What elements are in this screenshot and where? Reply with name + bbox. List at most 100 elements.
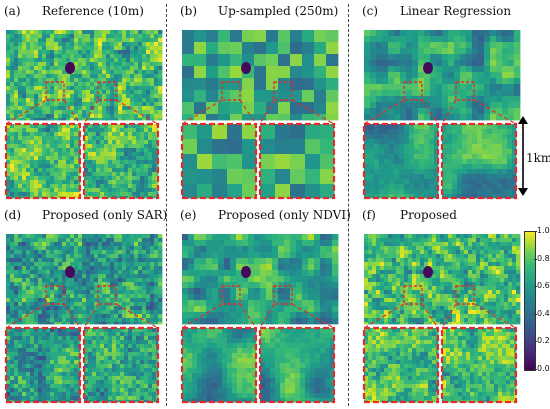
zoom-line [83, 303, 99, 329]
zoom-inset [84, 328, 159, 403]
overview-map [6, 30, 163, 121]
zoom-line [421, 303, 439, 329]
panel-image [180, 30, 339, 200]
zoom-source-box [455, 81, 475, 101]
panel-image [180, 234, 339, 404]
zoom-inset [84, 124, 159, 199]
colorbar-tick-label: 0.8 [537, 253, 550, 263]
panel-title-text: Proposed (only NDVI) [218, 208, 351, 222]
zoom-inset [182, 328, 257, 403]
colorbar-tick [534, 369, 537, 370]
zoom-line [115, 99, 159, 125]
zoom-line [83, 99, 99, 125]
panel-image [362, 30, 521, 200]
zoom-line [115, 303, 159, 329]
colorbar-tick [534, 286, 537, 288]
zoom-source-box [403, 81, 423, 101]
zoom-inset [364, 328, 439, 403]
panel-label: (b) [180, 4, 198, 18]
zoom-line [363, 99, 405, 125]
zoom-source-box [45, 285, 65, 305]
colorbar-tick [534, 341, 537, 343]
zoom-inset [182, 124, 257, 199]
panel-label: (a) [4, 4, 21, 18]
colorbar-tick-label: 0.4 [537, 308, 550, 318]
zoom-line [259, 303, 275, 329]
colorbar-tick [534, 231, 537, 232]
column-divider-1 [166, 4, 167, 406]
overview-map [364, 30, 521, 121]
zoom-inset-frame [180, 122, 258, 200]
lake-spot [423, 62, 433, 74]
zoom-inset-frame [440, 122, 518, 200]
zoom-inset-frame [82, 122, 160, 200]
panel-label: (c) [362, 4, 379, 18]
lake-spot [65, 62, 75, 74]
zoom-line [181, 99, 223, 125]
zoom-source-box [97, 81, 117, 101]
overview-map [182, 30, 339, 121]
panel-title-text: Proposed [400, 208, 457, 222]
colorbar-tick [534, 313, 537, 315]
scale-label: 1km [526, 151, 550, 165]
overview-map [6, 234, 163, 325]
panel-image [362, 234, 521, 404]
zoom-inset-frame [180, 326, 258, 404]
zoom-line [239, 303, 257, 329]
zoom-line [5, 99, 47, 125]
colorbar-tick-label: 0.2 [537, 336, 550, 346]
panel-label: (d) [4, 208, 22, 222]
zoom-source-box [273, 81, 293, 101]
zoom-line [291, 303, 335, 329]
colorbar-tick-label: 0.6 [537, 281, 550, 291]
colorbar [524, 231, 536, 371]
zoom-inset [442, 328, 517, 403]
zoom-source-box [403, 285, 423, 305]
overview-map [182, 234, 339, 325]
zoom-line [181, 303, 223, 329]
panel-title: (c) Linear Regression [360, 2, 524, 20]
zoom-source-box [97, 285, 117, 305]
zoom-line [63, 99, 81, 125]
zoom-inset-frame [440, 326, 518, 404]
panel-title: (a) Reference (10m) [2, 2, 166, 20]
zoom-line [5, 303, 47, 329]
zoom-inset [260, 328, 335, 403]
lake-spot [241, 62, 251, 74]
zoom-inset-frame [362, 122, 440, 200]
column-divider-2 [348, 4, 349, 406]
zoom-inset [442, 124, 517, 199]
zoom-line [291, 99, 335, 125]
panel-label: (f) [362, 208, 376, 222]
panel-title-text: Reference (10m) [42, 4, 144, 18]
zoom-source-box [221, 81, 241, 101]
zoom-inset [364, 124, 439, 199]
zoom-inset-frame [258, 122, 336, 200]
zoom-inset [260, 124, 335, 199]
lake-spot [423, 266, 433, 278]
zoom-inset-frame [362, 326, 440, 404]
zoom-line [441, 99, 457, 125]
panel-title-text: Proposed (only SAR) [42, 208, 168, 222]
panel-title-text: Linear Regression [400, 4, 512, 18]
panel-image [4, 234, 163, 404]
panel-title: (f) Proposed [360, 206, 524, 224]
zoom-line [473, 303, 517, 329]
zoom-source-box [221, 285, 241, 305]
zoom-inset-frame [4, 326, 82, 404]
zoom-line [363, 303, 405, 329]
zoom-inset [6, 124, 81, 199]
zoom-line [239, 99, 257, 125]
zoom-line [63, 303, 81, 329]
panel-title: (d) Proposed (only SAR) [2, 206, 168, 224]
colorbar-tick-label: 1.0 [537, 226, 550, 235]
zoom-inset-frame [258, 326, 336, 404]
scale-arrow [518, 116, 528, 196]
colorbar-tick [534, 258, 537, 260]
panel-title: (e) Proposed (only NDVI) [178, 206, 351, 224]
zoom-inset-frame [4, 122, 82, 200]
panel-image [4, 30, 163, 200]
panel-title: (b) Up-sampled (250m) [178, 2, 342, 20]
zoom-line [421, 99, 439, 125]
zoom-inset-frame [82, 326, 160, 404]
